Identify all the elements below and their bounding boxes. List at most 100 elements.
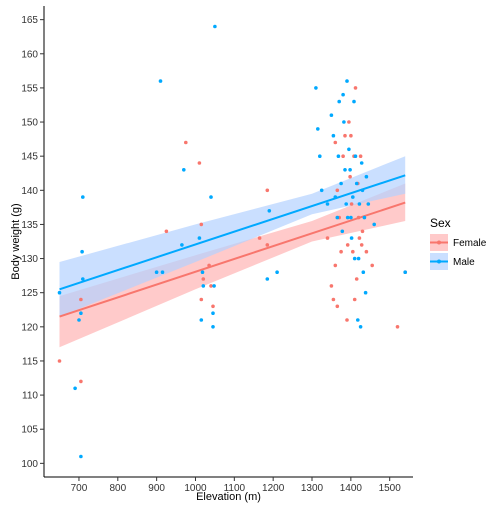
male-point [316, 127, 320, 131]
legend-label-male: Male [453, 257, 475, 268]
legend-key-point-male [437, 259, 441, 264]
male-point [319, 188, 324, 193]
female-point [370, 263, 375, 268]
female-point [351, 249, 355, 254]
male-point [199, 318, 204, 322]
male-point [347, 147, 351, 152]
x-axis-title: Elevation (m) [196, 491, 261, 503]
male-point [372, 222, 377, 227]
male-point [358, 325, 363, 329]
female-point [343, 133, 347, 138]
female-point [364, 249, 369, 254]
male-point [349, 236, 354, 240]
female-point [357, 236, 362, 240]
male-point [325, 202, 330, 206]
x-tick-label: 1300 [301, 483, 324, 494]
male-point [359, 161, 364, 165]
male-point [356, 318, 360, 322]
male-point [345, 215, 350, 220]
male-point [366, 202, 371, 206]
legend-title: Sex [430, 216, 451, 230]
legend: Sex Female Male [430, 216, 487, 270]
female-point [184, 140, 188, 145]
male-point [352, 99, 356, 104]
female-point [348, 174, 352, 179]
y-tick-label: 125 [21, 288, 38, 299]
female-point [349, 133, 353, 138]
male-point [353, 154, 358, 158]
female-point [207, 263, 211, 268]
male-point [200, 270, 205, 275]
y-tick-label: 135 [21, 220, 38, 231]
legend-item-male: Male [430, 253, 475, 270]
female-point [325, 236, 330, 240]
male-point [329, 113, 334, 117]
female-point [349, 202, 354, 206]
male-point [333, 195, 338, 199]
male-point [314, 86, 318, 90]
male-point [81, 195, 85, 199]
x-tick-label: 700 [71, 483, 88, 494]
male-point [340, 229, 345, 234]
female-point [360, 229, 365, 234]
male-point [361, 270, 366, 275]
male-point [331, 133, 336, 138]
male-point [57, 290, 62, 295]
x-tick-label: 800 [109, 483, 126, 494]
female-point [265, 188, 270, 193]
male-point [158, 79, 163, 83]
x-tick-label: 1100 [224, 483, 246, 494]
female-point [209, 284, 213, 288]
y-axis-title: Body weight (g) [10, 203, 22, 279]
female-point [339, 249, 343, 254]
male-point [343, 168, 347, 172]
confidence-bands [59, 156, 406, 348]
male-point [73, 386, 77, 391]
female-point [197, 161, 202, 165]
male-point [212, 284, 216, 288]
y-tick-label: 105 [21, 425, 38, 436]
male-point [356, 256, 361, 261]
male-point [213, 24, 217, 29]
data-points [57, 24, 408, 459]
y-tick-label: 130 [21, 254, 38, 265]
female-regression-line [59, 201, 406, 318]
male-point [81, 277, 85, 281]
y-tick-label: 160 [21, 49, 38, 60]
female-point [79, 379, 83, 384]
male-point [275, 270, 279, 275]
female-point [395, 325, 400, 329]
female-point [345, 243, 350, 247]
legend-key-point-female [437, 240, 441, 245]
male-point [344, 202, 349, 206]
male-point [211, 311, 215, 316]
male-point [182, 168, 186, 172]
male-point [77, 318, 81, 322]
female-point [211, 304, 215, 309]
female-point [356, 215, 361, 220]
x-tick-label: 1200 [262, 483, 285, 494]
female-point [335, 304, 340, 309]
x-tick-label: 1500 [379, 483, 402, 494]
male-point [79, 454, 83, 459]
male-confidence-band [59, 156, 406, 317]
male-point [336, 154, 341, 158]
female-point [341, 154, 345, 158]
male-point [335, 215, 340, 220]
male-point [79, 311, 83, 316]
female-point [265, 243, 270, 247]
male-point [211, 325, 215, 329]
regression-lines [59, 174, 406, 318]
male-point [339, 181, 343, 186]
x-axis-ticks: 700 800 900 1000 1100 1200 1300 1400 1500 [71, 477, 402, 494]
male-point [267, 209, 272, 213]
male-point [351, 195, 355, 199]
male-point [80, 249, 84, 254]
male-point [352, 256, 357, 261]
male-point [160, 270, 165, 275]
male-point [349, 215, 353, 220]
male-point [180, 243, 184, 247]
y-tick-label: 120 [21, 322, 38, 333]
female-point [57, 359, 62, 363]
